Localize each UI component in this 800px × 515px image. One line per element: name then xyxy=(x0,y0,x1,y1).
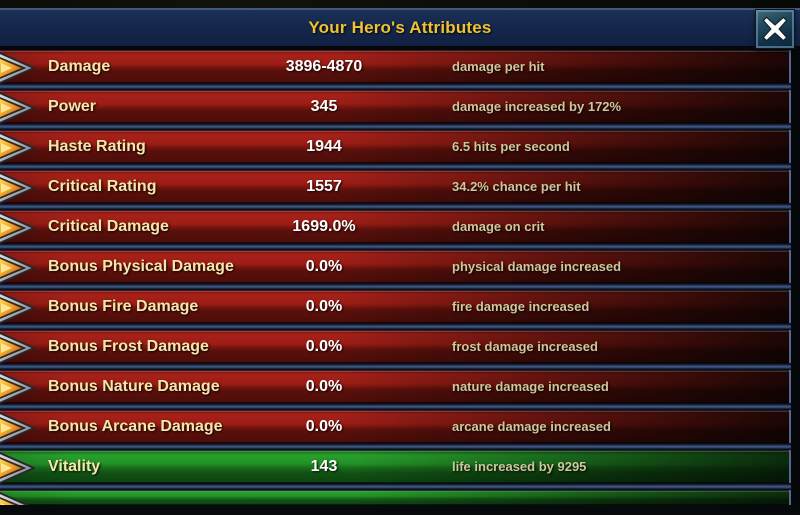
attribute-row: Power 345 damage increased by 172% xyxy=(0,90,791,130)
attribute-value: 0.0% xyxy=(305,418,343,435)
attribute-value: 143 xyxy=(310,458,338,475)
gold-arrowhead-icon xyxy=(0,207,38,249)
attributes-list: Damage 3896-4870 damage per hit xyxy=(0,47,800,505)
attribute-label: Critical Damage xyxy=(48,218,169,235)
attribute-row: Bonus Nature Damage 0.0% nature damage i… xyxy=(0,370,791,410)
attribute-row: Critical Damage 1699.0% damage on crit xyxy=(0,210,791,250)
attribute-row xyxy=(0,490,791,505)
attribute-description: frost damage increased xyxy=(452,339,598,354)
attribute-row: Haste Rating 1944 6.5 hits per second xyxy=(0,130,791,170)
attribute-label: Bonus Arcane Damage xyxy=(48,418,223,435)
attribute-row: Bonus Arcane Damage 0.0% arcane damage i… xyxy=(0,410,791,450)
gold-arrowhead-icon xyxy=(0,327,38,369)
attribute-label: Bonus Frost Damage xyxy=(48,338,209,355)
attribute-description: nature damage increased xyxy=(452,379,609,394)
attribute-label: Bonus Physical Damage xyxy=(48,258,234,275)
attribute-description: damage on crit xyxy=(452,219,545,234)
attribute-row: Bonus Physical Damage 0.0% physical dama… xyxy=(0,250,791,290)
background-strip-top xyxy=(0,0,800,8)
attribute-value: 1557 xyxy=(306,178,342,195)
attribute-description: fire damage increased xyxy=(452,299,590,314)
gold-arrowhead-icon xyxy=(0,447,38,489)
attribute-description: physical damage increased xyxy=(452,259,622,274)
attribute-value: 0.0% xyxy=(305,338,343,355)
attribute-value: 1944 xyxy=(306,138,342,155)
attribute-row: Critical Rating 1557 34.2% chance per hi… xyxy=(0,170,791,210)
gold-arrowhead-icon xyxy=(0,167,38,209)
attribute-label: Power xyxy=(48,98,97,115)
attribute-row: Damage 3896-4870 damage per hit xyxy=(0,50,791,90)
attribute-description: life increased by 9295 xyxy=(452,459,587,474)
gold-arrowhead-icon xyxy=(0,287,38,329)
attribute-row: Vitality 143 life increased by 9295 xyxy=(0,450,791,490)
attribute-row: Bonus Fire Damage 0.0% fire damage incre… xyxy=(0,290,791,330)
attribute-label: Haste Rating xyxy=(48,138,146,155)
gold-arrowhead-icon xyxy=(0,87,38,129)
attribute-label: Vitality xyxy=(48,458,101,475)
attribute-label: Bonus Fire Damage xyxy=(48,298,199,315)
gold-arrowhead-icon xyxy=(0,47,38,89)
gold-arrowhead-icon xyxy=(0,247,38,289)
close-x-icon xyxy=(762,16,788,42)
attribute-description: 6.5 hits per second xyxy=(452,139,570,154)
attribute-description: damage per hit xyxy=(452,59,545,74)
attribute-value: 3896-4870 xyxy=(285,58,363,75)
attribute-row: Bonus Frost Damage 0.0% frost damage inc… xyxy=(0,330,791,370)
dialog-title: Your Hero's Attributes xyxy=(308,18,492,37)
gold-arrowhead-icon xyxy=(0,490,38,505)
attribute-value: 0.0% xyxy=(305,298,343,315)
attribute-value: 0.0% xyxy=(305,378,343,395)
background-strip-bottom xyxy=(0,505,800,515)
gold-arrowhead-icon xyxy=(0,367,38,409)
attribute-label: Damage xyxy=(48,58,111,75)
gold-arrowhead-icon xyxy=(0,127,38,169)
attribute-description: arcane damage increased xyxy=(452,419,611,434)
attribute-description: 34.2% chance per hit xyxy=(452,179,581,194)
close-button[interactable] xyxy=(755,9,795,49)
gold-arrowhead-icon xyxy=(0,407,38,449)
attribute-value: 345 xyxy=(310,98,338,115)
attribute-value: 1699.0% xyxy=(292,218,356,235)
dialog-titlebar: Your Hero's Attributes xyxy=(0,8,800,49)
attribute-value: 0.0% xyxy=(305,258,343,275)
attribute-description: damage increased by 172% xyxy=(452,99,622,114)
attribute-label: Critical Rating xyxy=(48,178,157,195)
attribute-label: Bonus Nature Damage xyxy=(48,378,220,395)
